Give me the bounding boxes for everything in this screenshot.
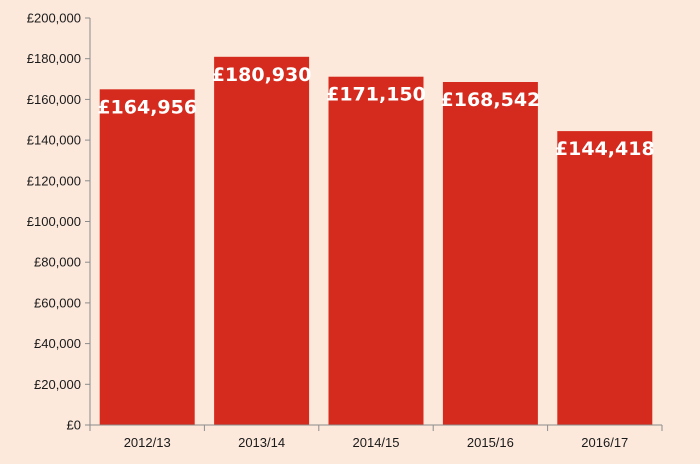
bar-2015-16 bbox=[442, 82, 538, 425]
labels-layer: £164,956 £180,930 £171,150 £168,542 £144,418… bbox=[27, 11, 655, 451]
x-tick-label: 2012/13 bbox=[124, 435, 171, 450]
y-tick-label: £120,000 bbox=[27, 173, 81, 188]
y-tick-label: £200,000 bbox=[27, 11, 81, 26]
y-tick-label: £180,000 bbox=[27, 51, 81, 66]
y-tick-label: £160,000 bbox=[27, 92, 81, 107]
y-tick-label: £100,000 bbox=[27, 214, 81, 229]
y-tick-label: £40,000 bbox=[34, 336, 81, 351]
bar-2014-15 bbox=[328, 76, 424, 425]
bar-2013-14 bbox=[214, 56, 310, 426]
bars-layer bbox=[99, 56, 653, 426]
data-label-2013-14: £180,930 bbox=[212, 64, 312, 86]
bar-2012-13 bbox=[99, 89, 195, 426]
y-tick-label: £60,000 bbox=[34, 295, 81, 310]
x-tick-label: 2014/15 bbox=[353, 435, 400, 450]
axes-layer bbox=[85, 17, 663, 431]
data-label-2015-16: £168,542 bbox=[441, 89, 541, 111]
y-tick-label: £80,000 bbox=[34, 255, 81, 270]
x-tick-label: 2015/16 bbox=[467, 435, 514, 450]
data-label-2012-13: £164,956 bbox=[97, 96, 197, 118]
y-tick-label: £140,000 bbox=[27, 133, 81, 148]
y-tick-label: £20,000 bbox=[34, 377, 81, 392]
data-label-2016-17: £144,418 bbox=[555, 138, 655, 160]
bar-2016-17 bbox=[557, 131, 653, 425]
x-tick-label: 2016/17 bbox=[581, 435, 628, 450]
y-tick-label: £0 bbox=[67, 418, 81, 433]
data-label-2014-15: £171,150 bbox=[326, 84, 426, 106]
x-tick-label: 2013/14 bbox=[238, 435, 285, 450]
